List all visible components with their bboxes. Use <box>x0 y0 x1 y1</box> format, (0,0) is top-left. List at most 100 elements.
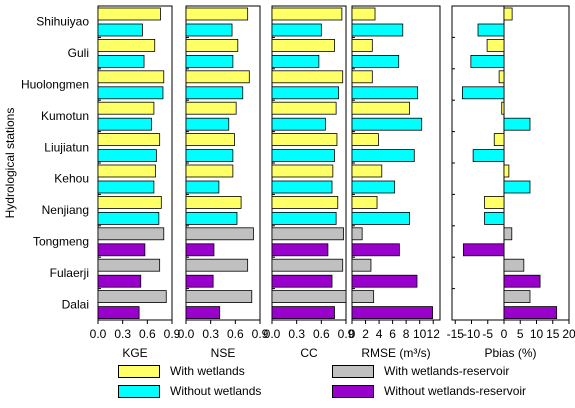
bar-nse-tongmeng-without-wetlands-reservoir <box>185 243 215 257</box>
bar-cc-fulaerji-without-wetlands-reservoir <box>271 274 333 288</box>
bar-pbias-kumotun-with-wetlands <box>501 101 505 115</box>
bar-kge-huolongmen-without-wetlands <box>97 86 164 100</box>
legend-swatch-without-wetlands-reservoir <box>332 384 374 398</box>
bar-pbias-guli-without-wetlands <box>470 55 505 68</box>
bar-kge-dalai-without-wetlands-reservoir <box>97 306 140 320</box>
panel-rmse-tick-label: 6 <box>389 327 396 341</box>
category-label-tongmeng: Tongmeng <box>33 235 89 249</box>
legend-swatch-without-wetlands <box>118 384 160 398</box>
bar-cc-nenjiang-with-wetlands <box>271 195 339 209</box>
panel-rmse-tick-label: 4 <box>376 327 383 341</box>
panel-cc-axis-label: CC <box>300 346 318 360</box>
bar-pbias-dalai-with-wetlands-reservoir <box>503 290 531 304</box>
bar-rmse-fulaerji-without-wetlands-reservoir <box>351 274 418 288</box>
bar-cc-dalai-with-wetlands-reservoir <box>271 290 347 304</box>
panel-frame-kge <box>97 5 173 321</box>
bar-rmse-dalai-without-wetlands-reservoir <box>351 306 433 320</box>
bar-nse-shihuiyao-without-wetlands <box>185 23 233 37</box>
legend-item-without-wetlands: Without wetlands <box>118 384 261 398</box>
panel-rmse-axis-label: RMSE (m³/s) <box>361 346 430 360</box>
panel-kge-tick-label: 0.6 <box>139 327 156 341</box>
bar-kge-fulaerji-with-wetlands-reservoir <box>97 258 161 272</box>
legend-label-without-wetlands: Without wetlands <box>170 384 262 398</box>
category-label-kumotun: Kumotun <box>41 109 89 123</box>
bar-rmse-kumotun-without-wetlands <box>351 117 423 131</box>
category-label-guli: Guli <box>68 46 89 60</box>
bar-rmse-nenjiang-without-wetlands <box>351 211 410 225</box>
bar-nse-kehou-without-wetlands <box>185 180 220 194</box>
category-label-nenjiang: Nenjiang <box>42 203 89 217</box>
bar-cc-liujiatun-without-wetlands <box>271 149 335 163</box>
bar-nse-fulaerji-with-wetlands-reservoir <box>185 258 249 272</box>
panel-nse-tick-label: 0.6 <box>227 327 244 341</box>
bar-nse-kumotun-with-wetlands <box>185 101 237 115</box>
bar-rmse-huolongmen-with-wetlands <box>351 70 373 84</box>
bar-nse-liujiatun-without-wetlands <box>185 149 234 163</box>
bar-rmse-shihuiyao-without-wetlands <box>351 23 404 37</box>
bar-cc-dalai-without-wetlands-reservoir <box>271 306 335 320</box>
bar-cc-shihuiyao-with-wetlands <box>271 7 343 21</box>
bar-cc-shihuiyao-without-wetlands <box>271 23 322 37</box>
panel-rmse-tick-label: 0 <box>349 327 356 341</box>
category-label-fulaerji: Fulaerji <box>50 266 89 280</box>
panel-nse-tick-label: 0.9 <box>252 327 269 341</box>
bar-nse-fulaerji-without-wetlands-reservoir <box>185 274 214 288</box>
bar-nse-nenjiang-without-wetlands <box>185 211 238 225</box>
bar-kge-kumotun-without-wetlands <box>97 117 152 131</box>
y-axis-title: Hydrological stations <box>3 108 17 219</box>
bar-pbias-tongmeng-without-wetlands-reservoir <box>462 243 505 257</box>
bar-kge-nenjiang-with-wetlands <box>97 195 162 209</box>
bar-nse-guli-with-wetlands <box>185 39 239 52</box>
bar-pbias-shihuiyao-without-wetlands <box>477 23 505 37</box>
bar-nse-shihuiyao-with-wetlands <box>185 7 249 21</box>
panel-kge-tick-label: 0.0 <box>90 327 107 341</box>
bar-pbias-liujiatun-with-wetlands <box>493 133 505 147</box>
bar-rmse-kehou-with-wetlands <box>351 164 383 178</box>
bar-kge-huolongmen-with-wetlands <box>97 70 165 84</box>
panel-nse-axis-label: NSE <box>211 346 236 360</box>
bar-cc-tongmeng-with-wetlands-reservoir <box>271 227 344 241</box>
panel-rmse-tick-label: 2 <box>362 327 369 341</box>
bar-kge-guli-with-wetlands <box>97 39 156 52</box>
bar-pbias-kumotun-without-wetlands <box>503 117 531 131</box>
panel-pbias-tick-label: 15 <box>546 327 560 341</box>
bar-nse-kumotun-without-wetlands <box>185 117 230 131</box>
bar-kge-shihuiyao-without-wetlands <box>97 23 143 37</box>
bar-pbias-nenjiang-with-wetlands <box>484 195 505 209</box>
bar-rmse-tongmeng-without-wetlands-reservoir <box>351 243 400 257</box>
panel-kge-tick-label: 0.9 <box>164 327 181 341</box>
legend-item-without-wetlands-reservoir: Without wetlands-reservoir <box>332 384 526 398</box>
bar-pbias-huolongmen-with-wetlands <box>498 70 505 84</box>
panel-frame-cc <box>271 5 347 321</box>
bar-kge-kehou-without-wetlands <box>97 180 155 194</box>
bar-kge-shihuiyao-with-wetlands <box>97 7 161 21</box>
panel-cc-tick-label: 0.0 <box>264 327 281 341</box>
bar-nse-dalai-with-wetlands-reservoir <box>185 290 253 304</box>
panel-pbias-tick-label: 20 <box>562 327 575 341</box>
bar-cc-kumotun-with-wetlands <box>271 101 337 115</box>
panel-pbias-axis-label: Pbias (%) <box>484 346 536 360</box>
panel-pbias-tick-label: 5 <box>517 327 524 341</box>
panel-frame-nse <box>185 5 261 321</box>
panel-cc-tick-label: 0.3 <box>288 327 305 341</box>
bar-pbias-tongmeng-with-wetlands-reservoir <box>503 227 513 241</box>
bar-cc-tongmeng-without-wetlands-reservoir <box>271 243 329 257</box>
bar-kge-tongmeng-with-wetlands-reservoir <box>97 227 165 241</box>
panel-frame-rmse <box>351 5 441 321</box>
legend-label-without-wetlands-reservoir: Without wetlands-reservoir <box>384 384 527 398</box>
panel-pbias-tick-label: 10 <box>530 327 544 341</box>
legend-swatch-with-wetlands-reservoir <box>332 364 374 378</box>
panel-pbias-tick-label: 0 <box>501 327 508 341</box>
legend-item-with-wetlands: With wetlands <box>118 364 245 378</box>
bar-kge-kumotun-with-wetlands <box>97 101 155 115</box>
category-label-shihuiyao: Shihuiyao <box>36 15 89 29</box>
legend-label-with-wetlands: With wetlands <box>170 364 245 378</box>
bar-pbias-shihuiyao-with-wetlands <box>503 7 513 21</box>
bar-pbias-guli-with-wetlands <box>486 39 505 52</box>
category-label-kehou: Kehou <box>54 172 89 186</box>
bar-nse-dalai-without-wetlands-reservoir <box>185 306 221 320</box>
bar-rmse-fulaerji-with-wetlands-reservoir <box>351 258 372 272</box>
legend-item-with-wetlands-reservoir: With wetlands-reservoir <box>332 364 509 378</box>
bar-cc-huolongmen-with-wetlands <box>271 70 344 84</box>
bar-pbias-dalai-without-wetlands-reservoir <box>503 306 558 320</box>
